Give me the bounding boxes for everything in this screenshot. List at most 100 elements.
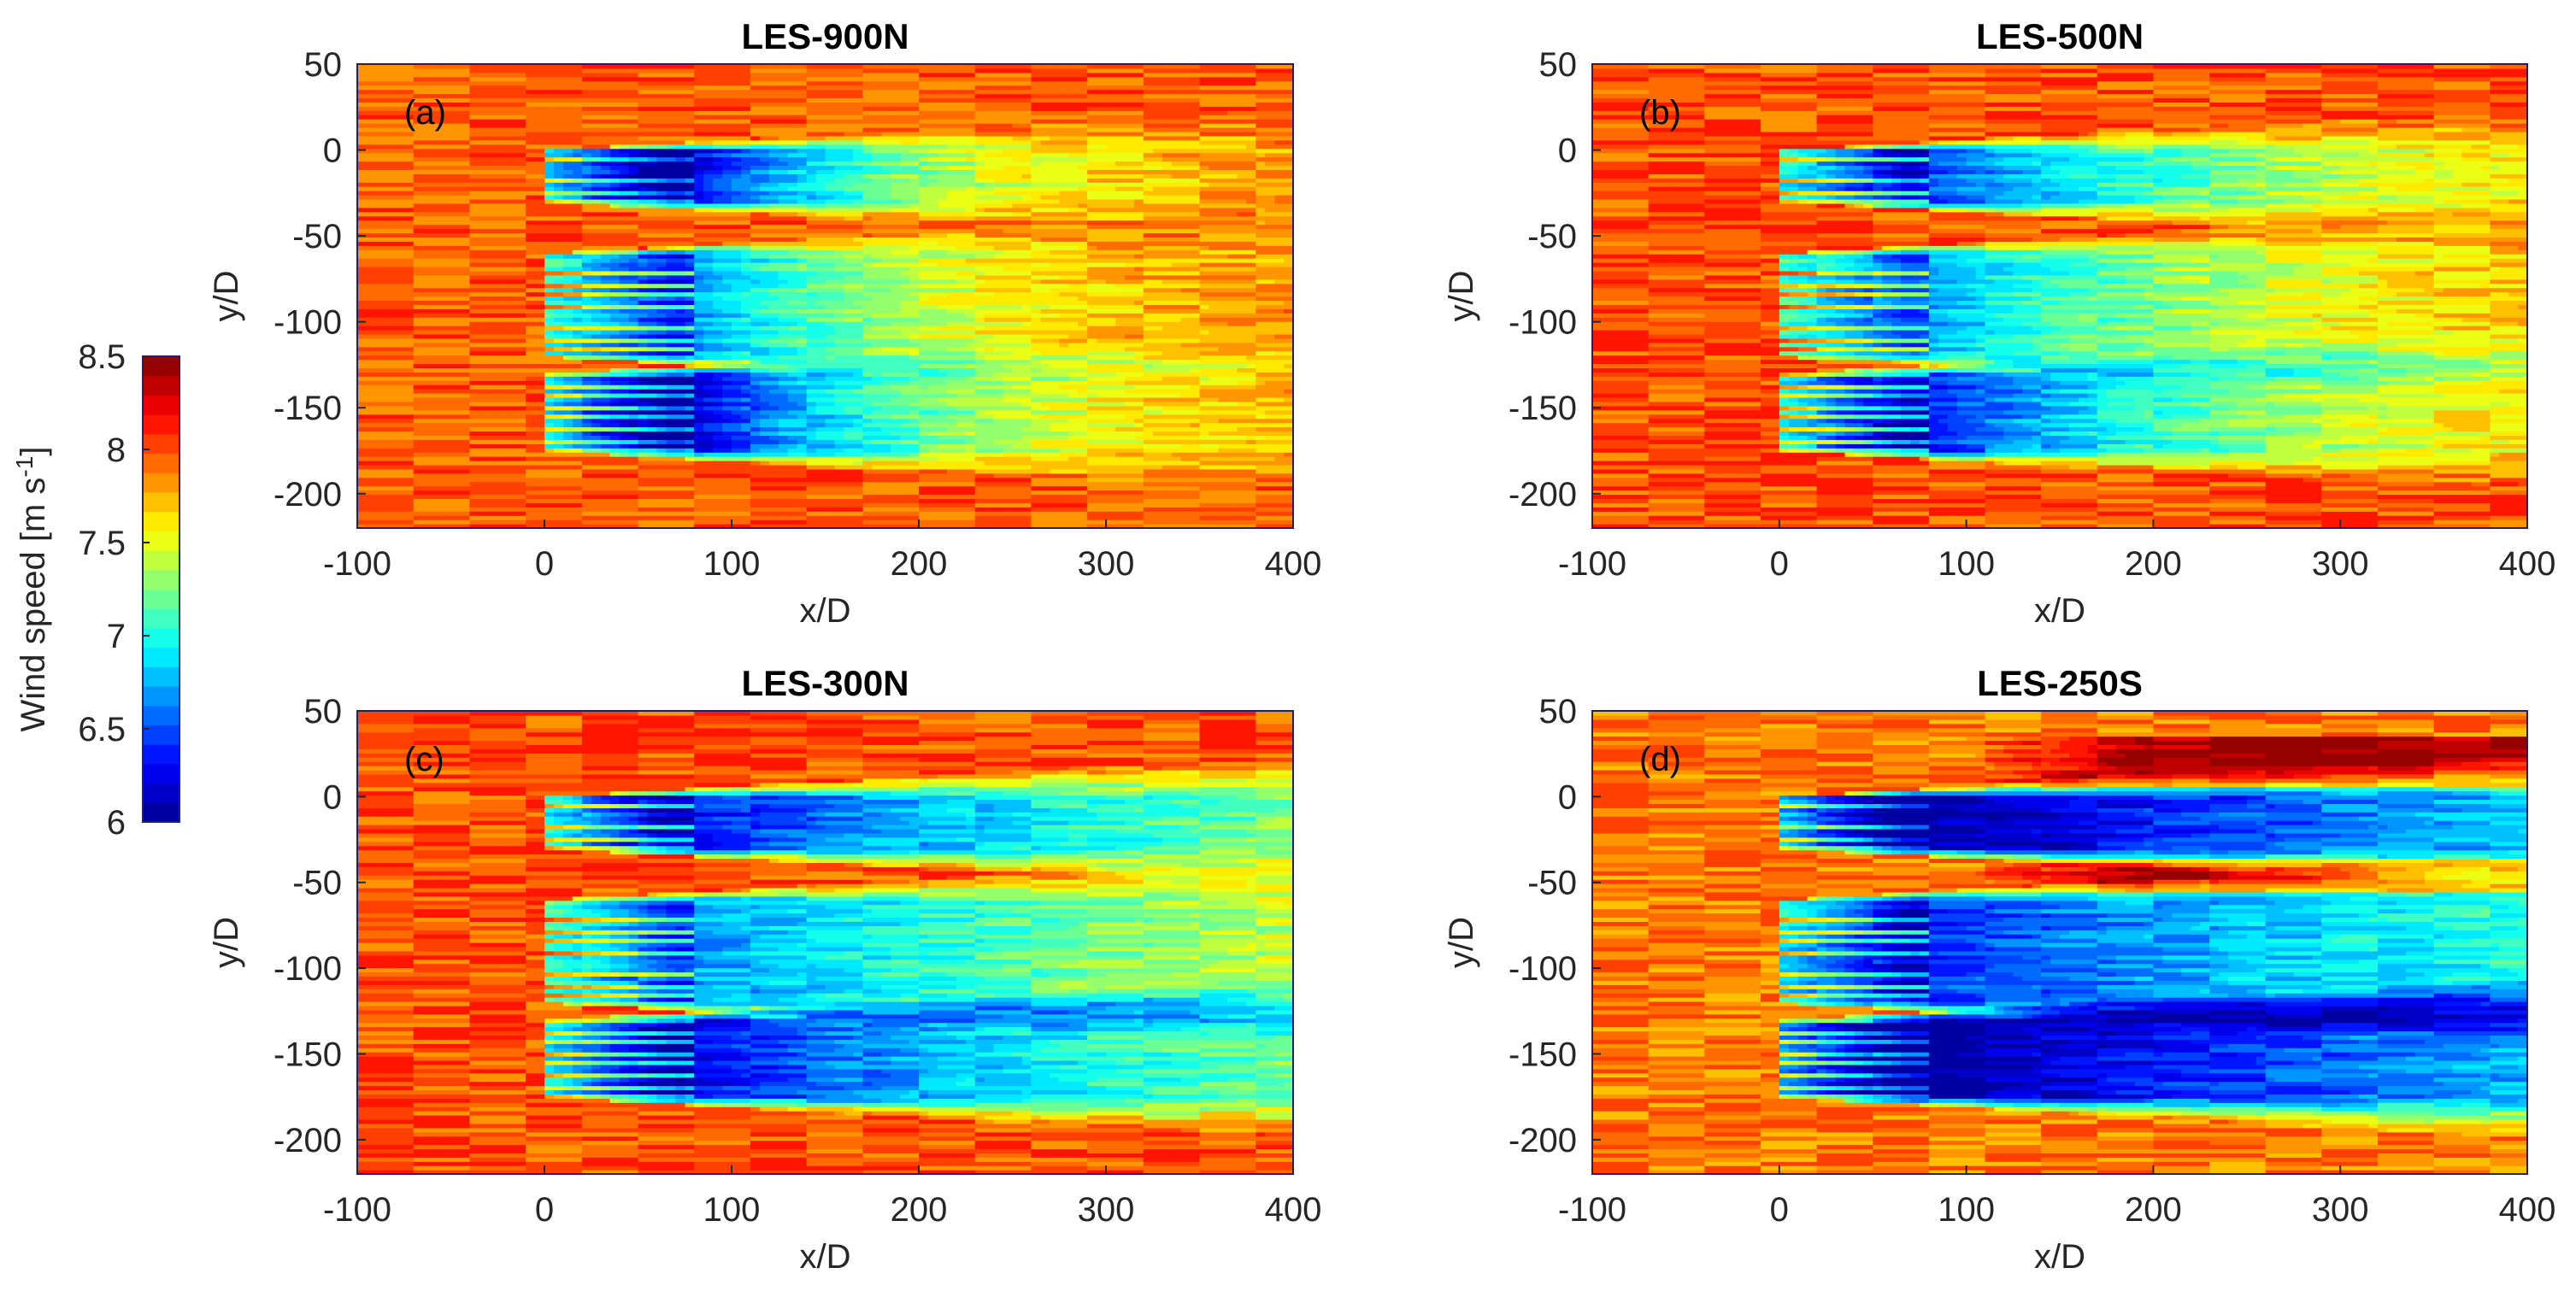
heatmap-cell	[797, 519, 808, 525]
heatmap-cell	[479, 511, 489, 516]
heatmap-cell	[507, 515, 517, 520]
heatmap-cell	[994, 495, 1004, 500]
heatmap-cell	[451, 498, 462, 503]
heatmap-cell	[694, 507, 704, 512]
heatmap-cell	[647, 502, 657, 508]
heatmap-cell	[1115, 511, 1126, 516]
heatmap-cell	[1021, 495, 1032, 500]
heatmap-cell	[432, 507, 443, 512]
heatmap-cell	[797, 502, 808, 508]
heatmap-cell	[966, 511, 976, 516]
heatmap-cell	[956, 498, 967, 503]
heatmap-cell	[638, 511, 649, 516]
heatmap-cell	[1284, 515, 1294, 520]
heatmap-cell	[620, 507, 630, 512]
heatmap-cell	[479, 490, 489, 496]
heatmap-cell	[975, 511, 985, 516]
heatmap-cell	[1134, 490, 1144, 496]
heatmap-cell	[1068, 498, 1079, 503]
heatmap-cell	[853, 515, 863, 520]
heatmap-cell	[1134, 495, 1144, 500]
heatmap-cell	[732, 519, 742, 525]
heatmap-cell	[442, 498, 452, 503]
heatmap-cell	[891, 507, 901, 512]
heatmap-cell	[414, 495, 424, 500]
heatmap-cell	[1172, 507, 1182, 512]
heatmap-cell	[1125, 498, 1135, 503]
heatmap-cell	[741, 511, 751, 516]
heatmap-cell	[460, 502, 470, 508]
heatmap-cell	[862, 495, 873, 500]
heatmap-cell	[1059, 495, 1069, 500]
heatmap-cell	[629, 502, 639, 508]
heatmap-cell	[807, 507, 817, 512]
heatmap-cell	[807, 515, 817, 520]
heatmap-cell	[1191, 490, 1201, 496]
heatmap-cell	[423, 519, 433, 525]
heatmap-cell	[853, 498, 863, 503]
heatmap-cell	[928, 498, 938, 503]
heatmap-cell	[1181, 490, 1191, 496]
heatmap-cell	[703, 495, 714, 500]
heatmap-cell	[516, 502, 526, 508]
heatmap-cell	[1227, 519, 1238, 525]
heatmap-cell	[414, 515, 424, 520]
heatmap-cell	[357, 486, 368, 491]
heatmap-cell	[1200, 519, 1210, 525]
heatmap-cell	[722, 511, 732, 516]
heatmap-cell	[656, 507, 667, 512]
heatmap-cell	[807, 495, 817, 500]
heatmap-cell	[563, 519, 573, 525]
heatmap-cell	[1200, 511, 1210, 516]
heatmap-cell	[460, 495, 470, 500]
heatmap-cell	[1246, 519, 1256, 525]
heatmap-cell	[451, 507, 462, 512]
heatmap-cell	[769, 507, 779, 512]
heatmap-cell	[1246, 507, 1256, 512]
heatmap-cell	[1191, 511, 1201, 516]
heatmap-cell	[1031, 502, 1041, 508]
heatmap-cell	[544, 515, 555, 520]
heatmap-cell	[1227, 498, 1238, 503]
heatmap-cell	[582, 515, 592, 520]
heatmap-cell	[367, 519, 377, 525]
heatmap-cell	[694, 495, 704, 500]
heatmap-cell	[834, 519, 844, 525]
heatmap-cell	[722, 490, 732, 496]
heatmap-cell	[1237, 502, 1247, 508]
heatmap-cell	[919, 490, 929, 496]
heatmap-cell	[507, 490, 517, 496]
heatmap-cell	[1246, 498, 1256, 503]
heatmap-cell	[432, 502, 443, 508]
heatmap-cell	[479, 502, 489, 508]
heatmap-cell	[844, 511, 854, 516]
heatmap-cell	[826, 519, 836, 525]
heatmap-cell	[666, 511, 676, 516]
heatmap-cell	[1284, 495, 1294, 500]
heatmap-cell	[357, 519, 368, 525]
heatmap-cell	[1003, 490, 1014, 496]
heatmap-cell	[1031, 507, 1041, 512]
heatmap-cell	[919, 495, 929, 500]
heatmap-cell	[1162, 519, 1173, 525]
heatmap-cell	[1040, 507, 1050, 512]
heatmap-cell	[1106, 515, 1116, 520]
heatmap-cell	[1144, 515, 1154, 520]
heatmap-cell	[881, 490, 891, 496]
heatmap-cell	[844, 495, 854, 500]
heatmap-cell	[479, 495, 489, 500]
heatmap-cell	[928, 495, 938, 500]
heatmap-cell	[919, 498, 929, 503]
heatmap-cell	[881, 502, 891, 508]
heatmap-cell	[451, 515, 462, 520]
heatmap-cell	[928, 519, 938, 525]
heatmap-cell	[451, 511, 462, 516]
heatmap-cell	[722, 495, 732, 500]
heatmap-cell	[535, 490, 545, 496]
heatmap-cell	[1125, 511, 1135, 516]
heatmap-cell	[994, 511, 1004, 516]
heatmap-cell	[947, 498, 957, 503]
heatmap-cell	[1059, 515, 1069, 520]
heatmap-cell	[516, 511, 526, 516]
heatmap-cell	[479, 519, 489, 525]
